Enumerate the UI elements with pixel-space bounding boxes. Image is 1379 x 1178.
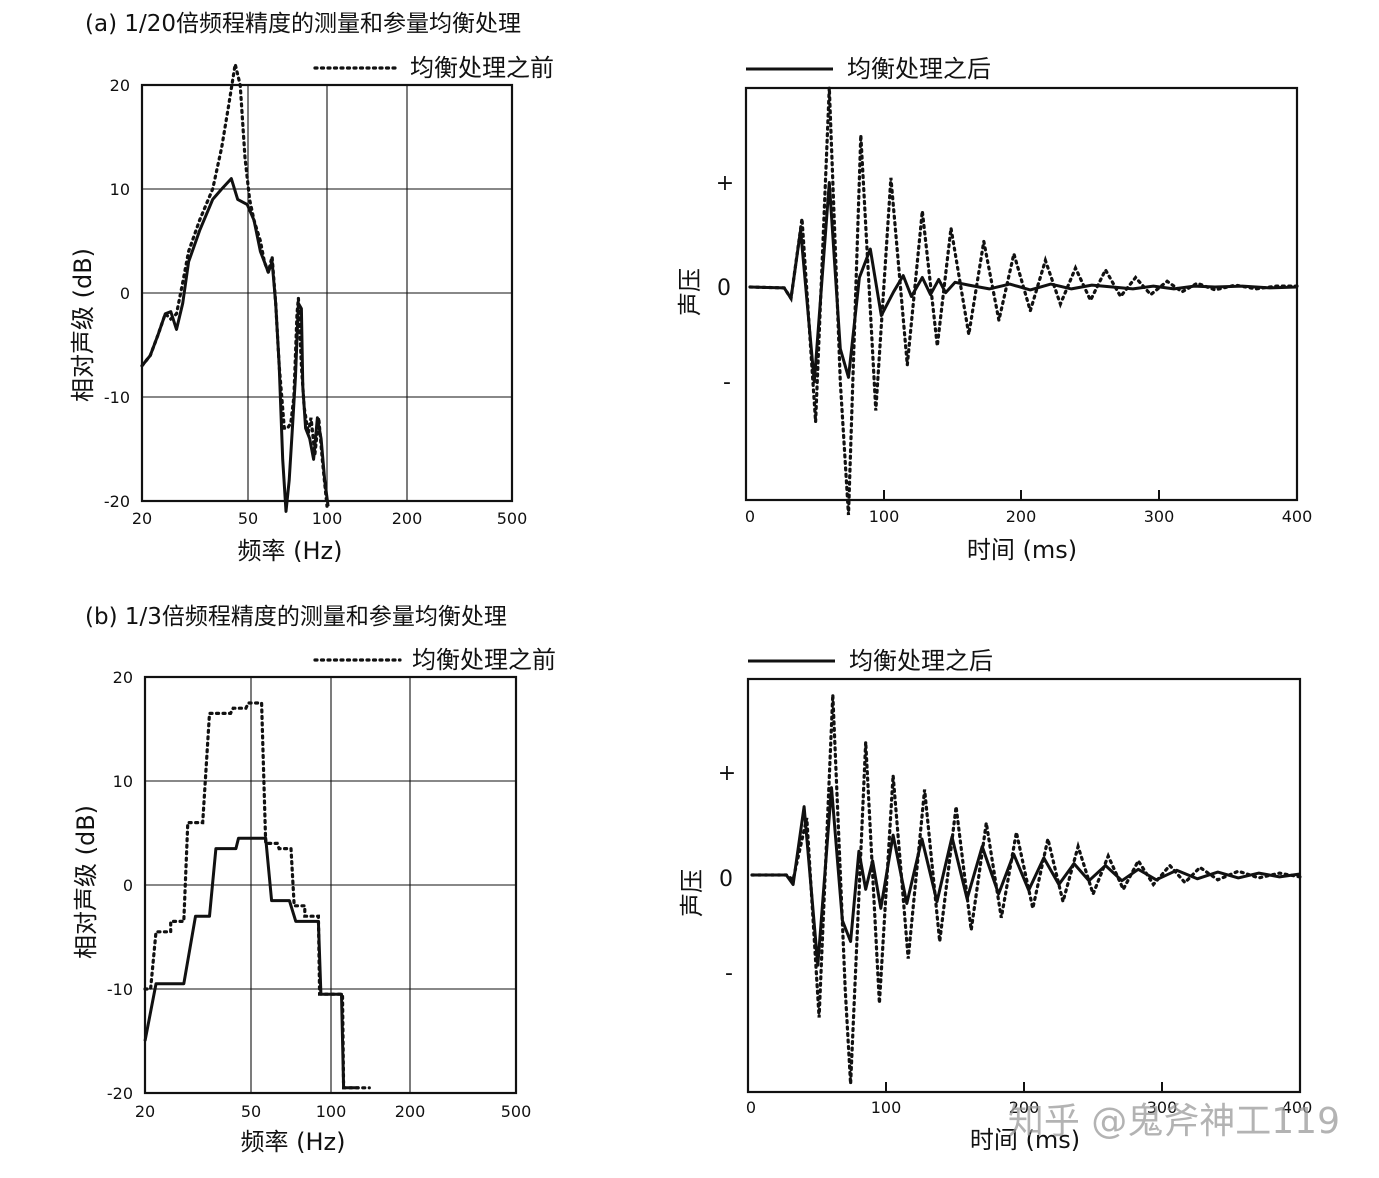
time-ylabel-a: 声压 bbox=[676, 268, 704, 316]
xtick-b-500: 500 bbox=[501, 1102, 532, 1121]
ytick-b-10: 10 bbox=[113, 772, 133, 791]
legend-before-label-a: 均衡处理之前 bbox=[410, 54, 554, 82]
xtick-a-100: 100 bbox=[312, 509, 343, 528]
freq-chart-a: 均衡处理之前 20 10 0 -10 -20 20 50 100 200 500… bbox=[69, 54, 554, 565]
time-xtick-a-400: 400 bbox=[1282, 507, 1313, 526]
series-before-time-a bbox=[748, 87, 1299, 516]
ytick-a-n10: -10 bbox=[104, 388, 130, 407]
time-yzero-a: 0 bbox=[717, 276, 731, 301]
time-chart-a: 均衡处理之后 0 100 200 300 400 + 0 - 声压 时间 (ms… bbox=[676, 55, 1312, 564]
time-yminus-b: - bbox=[725, 961, 733, 986]
ytick-b-0: 0 bbox=[123, 876, 133, 895]
freq-frame-b bbox=[143, 675, 518, 1095]
time-yminus-a: - bbox=[723, 370, 731, 395]
freq-grid-a bbox=[142, 85, 512, 501]
freq-grid-b bbox=[145, 677, 516, 1093]
freq-chart-b: 均衡处理之前 20 10 0 -10 -20 20 50 100 200 500… bbox=[72, 646, 556, 1156]
time-frame-a bbox=[744, 86, 1299, 502]
series-before-freq-b bbox=[143, 701, 371, 1090]
legend-after-label-b: 均衡处理之后 bbox=[849, 647, 993, 675]
freq-ylabel-b: 相对声级 (dB) bbox=[72, 805, 100, 959]
panel-a-title: (a) 1/20倍频程精度的测量和参量均衡处理 bbox=[85, 11, 521, 37]
time-xticks-marks-a bbox=[883, 490, 1160, 500]
series-after-freq-a bbox=[140, 177, 330, 513]
freq-xlabel-a: 频率 (Hz) bbox=[238, 537, 343, 565]
time-frame-b bbox=[746, 677, 1302, 1094]
ytick-a-n20: -20 bbox=[104, 492, 130, 511]
time-xtick-b-300: 300 bbox=[1147, 1098, 1178, 1117]
time-xtick-a-100: 100 bbox=[869, 507, 900, 526]
time-chart-b: 均衡处理之后 0 100 200 300 400 + 0 - 声压 时间 (ms… bbox=[678, 647, 1312, 1154]
xtick-b-100: 100 bbox=[316, 1102, 347, 1121]
time-yplus-b: + bbox=[718, 761, 736, 786]
time-xtick-b-0: 0 bbox=[746, 1098, 756, 1117]
legend-after-label-a: 均衡处理之后 bbox=[847, 55, 991, 83]
time-xlabel-b: 时间 (ms) bbox=[970, 1126, 1080, 1154]
series-after-freq-b bbox=[143, 836, 359, 1090]
time-xtick-b-200: 200 bbox=[1009, 1098, 1040, 1117]
series-before-freq-a bbox=[140, 63, 329, 508]
ytick-b-n10: -10 bbox=[107, 980, 133, 999]
xtick-b-20: 20 bbox=[135, 1102, 155, 1121]
series-before-time-b bbox=[750, 694, 1302, 1085]
xtick-a-50: 50 bbox=[238, 509, 258, 528]
time-xtick-a-200: 200 bbox=[1006, 507, 1037, 526]
ytick-a-10: 10 bbox=[110, 180, 130, 199]
ytick-b-20: 20 bbox=[113, 668, 133, 687]
freq-ylabel-a: 相对声级 (dB) bbox=[69, 248, 97, 402]
time-xticks-marks-b bbox=[885, 1082, 1163, 1092]
time-ylabel-b: 声压 bbox=[678, 869, 706, 917]
ytick-a-0: 0 bbox=[120, 284, 130, 303]
watermark: 知乎 @鬼斧神工119 bbox=[1008, 1101, 1340, 1142]
time-yzero-b: 0 bbox=[719, 867, 733, 892]
series-after-time-a bbox=[749, 181, 1298, 384]
time-xtick-a-0: 0 bbox=[745, 507, 755, 526]
series-after-time-b bbox=[752, 786, 1301, 967]
ytick-b-n20: -20 bbox=[107, 1084, 133, 1103]
xtick-b-50: 50 bbox=[241, 1102, 261, 1121]
freq-xlabel-b: 频率 (Hz) bbox=[241, 1128, 346, 1156]
legend-before-label-b: 均衡处理之前 bbox=[412, 646, 556, 674]
time-xtick-b-100: 100 bbox=[871, 1098, 902, 1117]
time-yplus-a: + bbox=[716, 171, 734, 196]
time-xtick-b-400: 400 bbox=[1282, 1098, 1313, 1117]
xtick-a-200: 200 bbox=[392, 509, 423, 528]
xtick-a-20: 20 bbox=[132, 509, 152, 528]
time-xlabel-a: 时间 (ms) bbox=[967, 536, 1077, 564]
time-xtick-a-300: 300 bbox=[1144, 507, 1175, 526]
ytick-a-20: 20 bbox=[110, 76, 130, 95]
xtick-a-500: 500 bbox=[497, 509, 528, 528]
panel-b-title: (b) 1/3倍频程精度的测量和参量均衡处理 bbox=[85, 604, 507, 630]
xtick-b-200: 200 bbox=[395, 1102, 426, 1121]
